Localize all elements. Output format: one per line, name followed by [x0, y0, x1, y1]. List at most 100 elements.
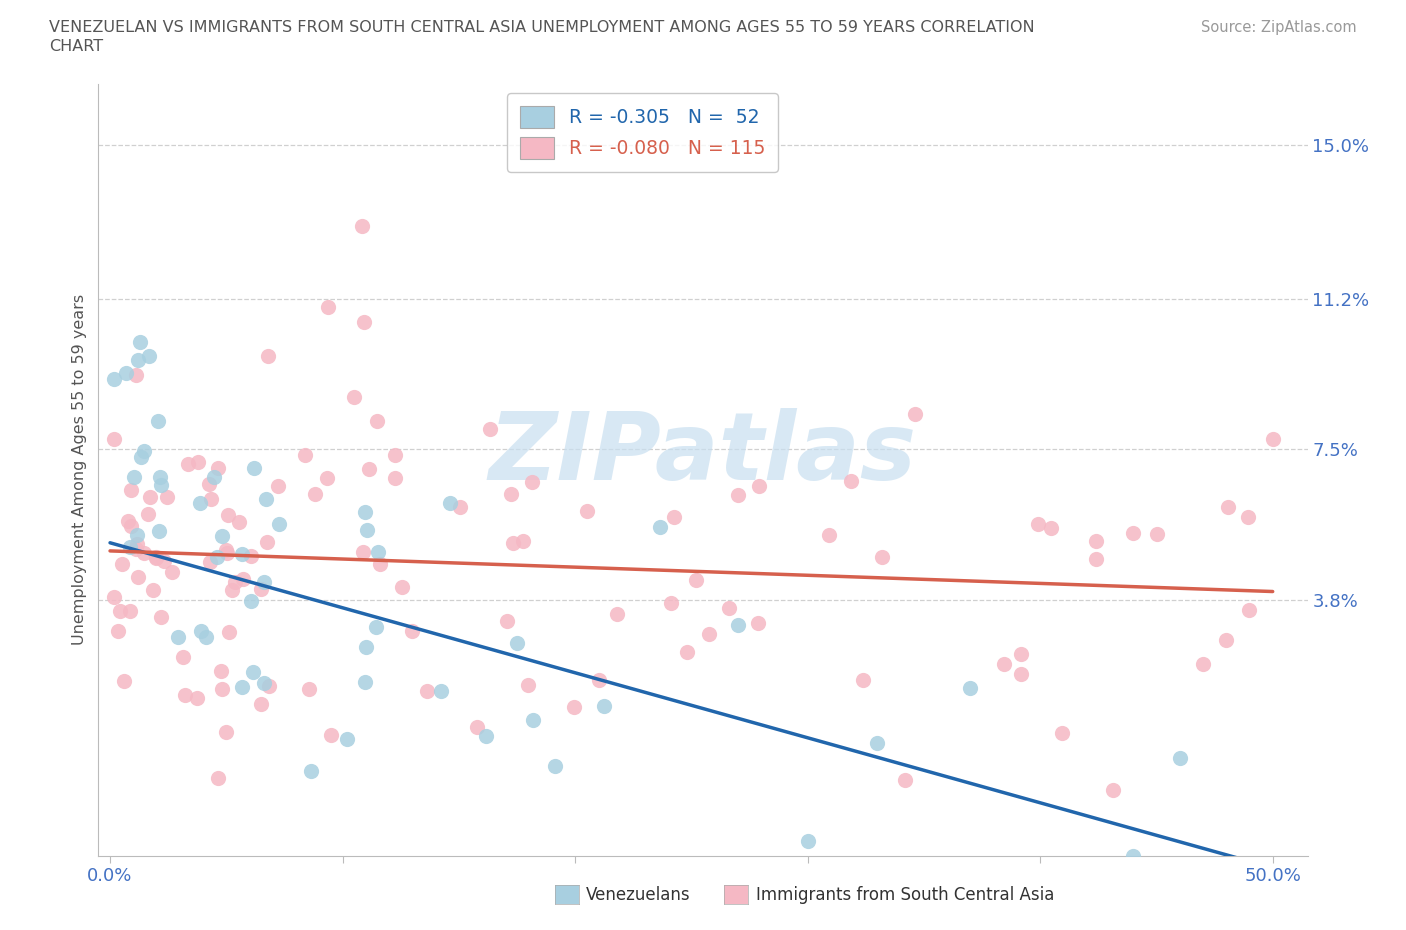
Point	[217, 508, 239, 523]
Point	[266, 479, 288, 494]
Point	[256, 349, 278, 364]
Point	[1192, 657, 1215, 671]
Point	[401, 623, 423, 638]
Point	[120, 483, 142, 498]
Point	[502, 536, 524, 551]
Point	[650, 520, 672, 535]
Point	[156, 489, 179, 504]
Point	[207, 549, 229, 564]
Y-axis label: Unemployment Among Ages 55 to 59 years: Unemployment Among Ages 55 to 59 years	[72, 294, 87, 645]
Point	[588, 672, 610, 687]
Point	[662, 510, 685, 525]
Point	[257, 678, 280, 693]
Point	[149, 478, 172, 493]
Point	[1026, 517, 1049, 532]
Point	[145, 551, 167, 565]
Point	[839, 473, 862, 488]
Point	[359, 462, 381, 477]
Point	[356, 523, 378, 538]
Point	[132, 546, 155, 561]
Point	[294, 447, 316, 462]
Point	[516, 677, 538, 692]
Point	[160, 565, 183, 579]
Point	[211, 682, 233, 697]
Point	[186, 691, 208, 706]
Point	[127, 569, 149, 584]
Point	[129, 450, 152, 465]
Point	[1010, 646, 1032, 661]
Point	[368, 556, 391, 571]
Point	[117, 513, 139, 528]
Point	[253, 575, 276, 590]
Point	[564, 699, 586, 714]
Point	[439, 496, 461, 511]
Point	[506, 636, 529, 651]
Point	[1122, 848, 1144, 863]
Point	[207, 460, 229, 475]
Point	[254, 492, 277, 507]
Point	[748, 479, 770, 494]
Point	[391, 580, 413, 595]
Point	[172, 650, 194, 665]
Point	[148, 524, 170, 538]
Point	[149, 470, 172, 485]
Point	[544, 758, 567, 773]
Point	[198, 477, 221, 492]
Point	[367, 545, 389, 560]
Text: ZIPatlas: ZIPatlas	[489, 408, 917, 500]
Point	[177, 457, 200, 472]
Point	[496, 613, 519, 628]
Point	[239, 549, 262, 564]
Point	[676, 644, 699, 659]
Point	[522, 713, 544, 728]
Point	[214, 725, 236, 740]
Point	[211, 528, 233, 543]
Point	[384, 471, 406, 485]
Point	[139, 490, 162, 505]
Point	[818, 528, 841, 543]
Point	[125, 536, 148, 551]
Point	[866, 735, 889, 750]
Point	[167, 630, 190, 644]
Point	[430, 684, 453, 698]
Point	[872, 550, 894, 565]
Point	[186, 455, 208, 470]
Point	[304, 486, 326, 501]
Point	[315, 471, 337, 485]
Point	[727, 618, 749, 632]
Point	[659, 596, 682, 611]
Point	[796, 833, 818, 848]
Point	[354, 640, 377, 655]
Point	[354, 675, 377, 690]
Point	[479, 422, 502, 437]
Point	[1102, 782, 1125, 797]
Point	[127, 528, 149, 543]
Point	[319, 727, 342, 742]
Point	[103, 371, 125, 386]
Point	[174, 687, 197, 702]
Point	[249, 581, 271, 596]
Point	[893, 772, 915, 787]
Point	[124, 367, 146, 382]
Point	[200, 492, 222, 507]
Point	[128, 335, 150, 350]
Point	[103, 432, 125, 446]
Point	[1216, 499, 1239, 514]
Point	[146, 414, 169, 429]
Text: Venezuelans: Venezuelans	[586, 885, 690, 904]
Point	[118, 604, 141, 618]
Point	[1040, 520, 1063, 535]
Point	[512, 534, 534, 549]
Point	[575, 503, 598, 518]
Point	[224, 574, 246, 589]
Point	[103, 590, 125, 604]
Point	[298, 682, 321, 697]
Point	[336, 732, 359, 747]
Point	[127, 352, 149, 367]
Point	[231, 680, 253, 695]
Point	[256, 535, 278, 550]
Point	[1122, 525, 1144, 540]
Point	[593, 699, 616, 714]
Point	[353, 314, 375, 329]
Point	[449, 500, 471, 515]
